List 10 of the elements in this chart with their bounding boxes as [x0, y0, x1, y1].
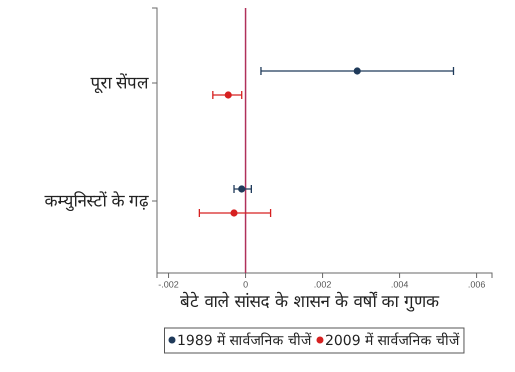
x-tick-label: .004 [390, 279, 408, 290]
x-axis-title: बेटे वाले सांसद के शासन के वर्षों का गुणक [180, 291, 440, 312]
x-tick-label: .006 [468, 279, 486, 290]
x-tick-label: -.002 [158, 279, 179, 290]
y-tick-label: कम्युनिस्टों के गढ़ [44, 190, 149, 212]
y-tick-label: पूरा सेंपल [90, 72, 149, 94]
legend-label: 2009 में सार्वजनिक चीजें [324, 332, 460, 349]
x-tick-label: .002 [314, 279, 332, 290]
x-tick-label: 0 [243, 279, 248, 290]
legend-label: 1989 में सार्वजनिक चीजें [177, 332, 312, 349]
